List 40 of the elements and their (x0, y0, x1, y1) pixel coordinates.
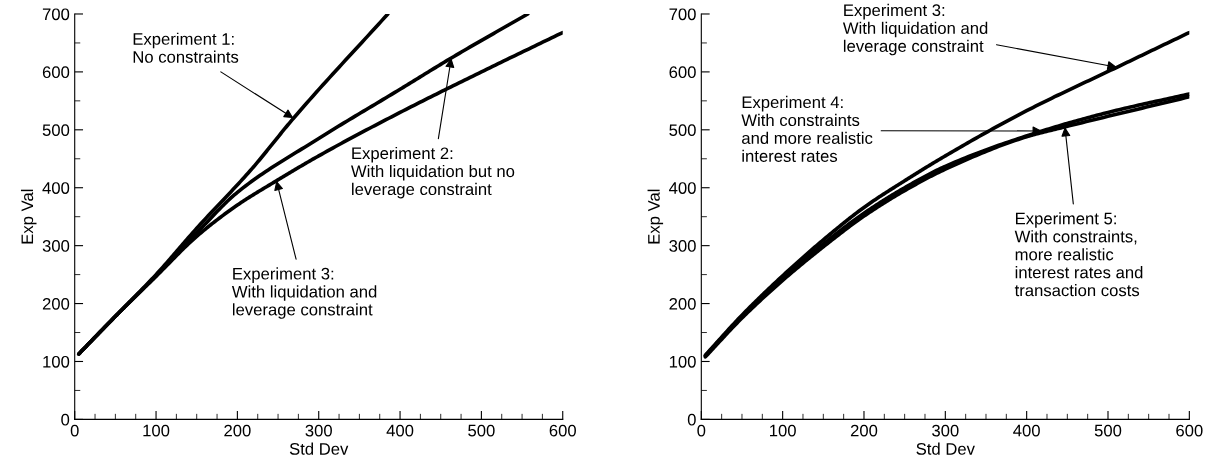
x-tick-label: 500 (1094, 424, 1122, 437)
x-tick-label: 100 (770, 424, 796, 437)
x-tick-label: 200 (224, 424, 251, 437)
y-tick-label: 300 (669, 240, 696, 252)
x-tick-label: 0 (697, 424, 706, 437)
x-tick-label: 200 (850, 424, 878, 437)
y-tick-label: 700 (669, 8, 696, 21)
annotation: Experiment 1: No constraints (133, 32, 239, 63)
y-tick-label: 600 (669, 66, 696, 79)
y-tick-label: 500 (669, 124, 696, 137)
y-tick-label: 700 (42, 8, 70, 21)
x-tick-label: 600 (549, 424, 576, 437)
x-tick-label: 100 (143, 424, 170, 437)
y-tick-label: 300 (42, 240, 70, 252)
y-tick-label: 0 (687, 413, 696, 426)
y-tick-label: 200 (42, 297, 70, 310)
x-tick-label: 300 (932, 424, 959, 437)
y-axis-title: Exp Val (647, 189, 664, 244)
y-tick-label: 400 (669, 182, 696, 194)
annotation: Experiment 3: With liquidation and leverage constraint (231, 267, 377, 319)
annotation: Experiment 4: With constraints and more realistic interest rates (741, 95, 873, 162)
x-tick-label: 400 (1013, 424, 1040, 437)
y-tick-label: 500 (42, 124, 70, 137)
y-tick-label: 100 (43, 355, 70, 368)
x-tick-label: 600 (1176, 424, 1203, 437)
annotation: Experiment 2: With liquidation but no leverage constraint (351, 146, 515, 199)
annotation: Experiment 5: With constraints, more realistic interest rates and transaction costs (1014, 212, 1143, 297)
y-tick-label: 400 (42, 182, 70, 194)
x-tick-label: 400 (386, 424, 414, 437)
x-axis-title: Std Dev (916, 442, 975, 455)
y-tick-label: 600 (42, 66, 70, 79)
x-axis-title: Std Dev (289, 442, 349, 455)
y-axis-title: Exp Val (20, 189, 37, 244)
annotation: Experiment 3: With liquidation and leverage constraint (842, 3, 988, 56)
x-tick-label: 0 (70, 424, 79, 437)
x-tick-label: 300 (305, 424, 332, 437)
x-tick-label: 500 (468, 424, 495, 437)
y-tick-label: 100 (669, 355, 696, 368)
y-tick-label: 0 (61, 413, 70, 426)
y-tick-label: 200 (669, 297, 696, 310)
